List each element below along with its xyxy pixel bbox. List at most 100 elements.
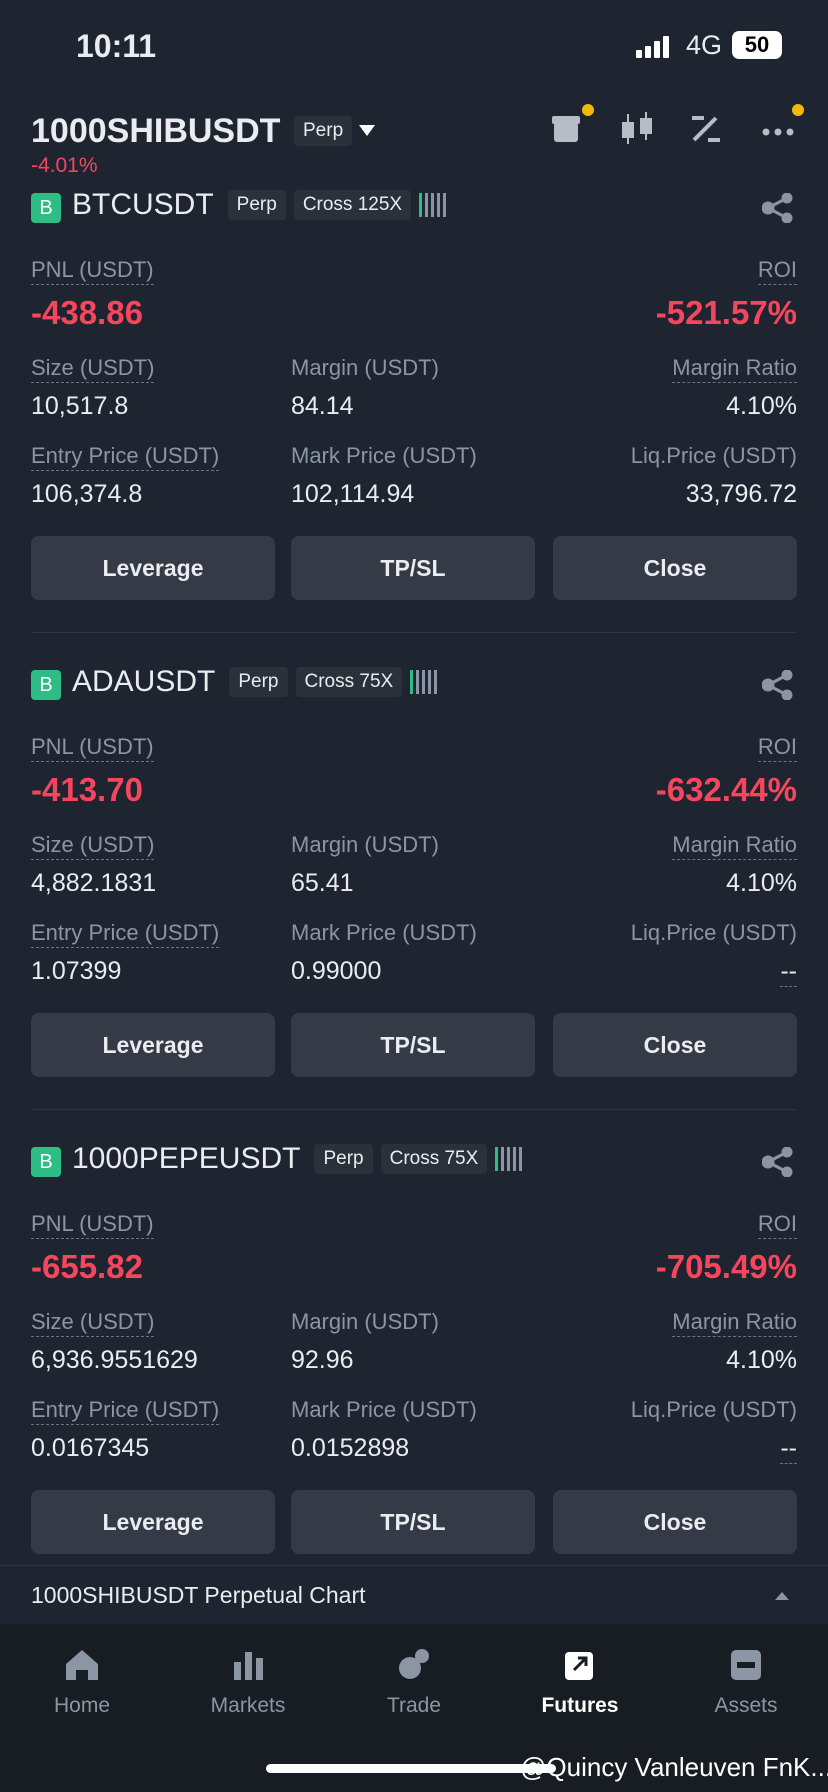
margin-value: 65.41 [291,869,354,897]
roi-label: ROI [757,733,797,762]
liq-value: 33,796.72 [685,480,797,508]
pnl-label: PNL (USDT) [31,733,154,762]
liq-label: Liq.Price (USDT) [630,920,797,945]
status-network: 4G [686,30,723,60]
margin-value: 92.96 [291,1346,354,1374]
nav-label[interactable]: Markets [210,1694,286,1717]
margin-mode-badge: Cross 75X [295,667,403,697]
signal-icon [636,36,669,58]
risk-bar [419,193,423,217]
risk-bar [428,670,432,694]
action-button[interactable]: TP/SL [291,1490,535,1554]
entry-value: 0.0167345 [31,1434,150,1462]
action-button[interactable]: TP/SL [291,1013,535,1077]
pnl-value: -655.82 [31,1248,143,1285]
risk-bar [443,193,447,217]
nav-label[interactable]: Home [53,1694,111,1717]
margin-label: Margin (USDT) [291,832,439,857]
margin-mode-badge: Cross 75X [380,1144,488,1174]
header-icons[interactable] [550,104,804,148]
size-value: 4,882.1831 [31,869,157,897]
symbol-row: 1000PEPEUSDT Perp Cross 75X [72,1142,523,1176]
chart-bar-label[interactable]: 1000SHIBUSDT Perpetual Chart [31,1582,366,1608]
liq-value: -- [780,957,797,987]
header-change: -4.01% [31,154,98,177]
position-symbol[interactable]: BTCUSDT [72,188,214,221]
pnl-value: -438.86 [31,294,143,331]
position-card: B 1000PEPEUSDT Perp Cross 75X PNL (USDT) -655… [0,1142,828,1582]
status-time: 10:11 [76,28,157,64]
roi-value: -521.57% [655,294,797,331]
nav-label[interactable]: Futures [541,1694,619,1717]
nav-icon[interactable] [228,1644,268,1684]
liq-label: Liq.Price (USDT) [630,1397,797,1422]
margin_ratio-value: 4.10% [726,869,797,897]
size-value: 10,517.8 [31,392,129,420]
nav-icon[interactable] [560,1644,600,1684]
position-symbol[interactable]: ADAUSDT [72,665,216,698]
risk-bar [507,1147,511,1171]
divider [31,632,797,633]
liq-value: -- [780,1434,797,1464]
action-button[interactable]: Close [553,1490,797,1554]
entry-label: Entry Price (USDT) [31,442,220,471]
action-button[interactable]: Close [553,1013,797,1077]
nav-label[interactable]: Trade [386,1694,442,1717]
position-symbol[interactable]: 1000PEPEUSDT [72,1142,301,1175]
risk-bar [416,670,420,694]
margin_ratio-label: Margin Ratio [672,354,797,383]
nav-label[interactable]: Assets [714,1694,778,1717]
share-icon[interactable] [762,193,794,223]
margin_ratio-value: 4.10% [726,1346,797,1374]
battery: 50 [732,31,782,59]
mark-label: Mark Price (USDT) [291,920,477,945]
risk-bar [501,1147,505,1171]
position-card: B BTCUSDT Perp Cross 125X PNL (USDT) -438.86 R… [0,188,828,633]
action-button[interactable]: Close [553,536,797,600]
symbol-row: ADAUSDT Perp Cross 75X [72,665,438,699]
header-badge: Perp [294,116,353,146]
roi-label: ROI [757,256,797,285]
nav-icon[interactable] [62,1644,102,1684]
margin_ratio-label: Margin Ratio [672,831,797,860]
action-button[interactable]: Leverage [31,536,275,600]
nav-icon[interactable] [394,1644,434,1684]
margin-value: 84.14 [291,392,354,420]
type-badge: Perp [227,190,286,220]
entry-label: Entry Price (USDT) [31,919,220,948]
header-symbol[interactable]: 1000SHIBUSDT [31,112,281,150]
risk-bar [519,1147,523,1171]
action-button[interactable]: TP/SL [291,536,535,600]
expand-icon[interactable] [775,1590,789,1600]
type-badge: Perp [229,667,288,697]
roi-value: -632.44% [655,771,797,808]
liq-label: Liq.Price (USDT) [630,443,797,468]
symbol-row: BTCUSDT Perp Cross 125X [72,188,447,222]
risk-bar [513,1147,517,1171]
share-icon[interactable] [762,1147,794,1177]
mark-label: Mark Price (USDT) [291,1397,477,1422]
share-icon[interactable] [762,670,794,700]
roi-value: -705.49% [655,1248,797,1285]
risk-bar [437,193,441,217]
side-badge: B [31,1147,61,1177]
margin-mode-badge: Cross 125X [293,190,412,220]
type-badge: Perp [314,1144,373,1174]
side-badge: B [31,193,61,223]
action-button[interactable]: Leverage [31,1013,275,1077]
margin_ratio-label: Margin Ratio [672,1308,797,1337]
mark-value: 102,114.94 [291,480,415,508]
risk-bar [425,193,429,217]
margin_ratio-value: 4.10% [726,392,797,420]
action-button[interactable]: Leverage [31,1490,275,1554]
watermark: @Quincy Vanleuven FnK... [520,1752,828,1782]
divider [0,1565,828,1566]
risk-bars [419,193,447,217]
dropdown-icon[interactable] [359,125,375,137]
nav-icon[interactable] [726,1644,766,1684]
risk-bar [422,670,426,694]
entry-value: 106,374.8 [31,480,143,508]
margin-label: Margin (USDT) [291,355,439,380]
pnl-value: -413.70 [31,771,143,808]
